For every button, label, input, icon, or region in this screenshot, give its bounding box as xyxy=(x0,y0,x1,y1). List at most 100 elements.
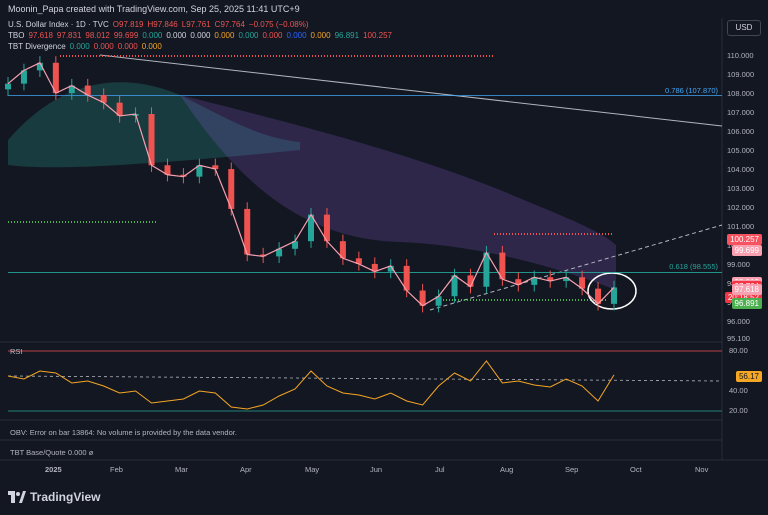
tbt-value: 0.000 xyxy=(93,42,114,51)
tbo-value: 97.831 xyxy=(56,31,82,40)
candle-body xyxy=(483,252,490,287)
tbt-value: 0.000 xyxy=(69,42,90,51)
cloud-band-green xyxy=(8,82,300,168)
tbo-label: TBO xyxy=(8,31,25,40)
candle-body xyxy=(579,277,586,289)
ohlc-high: 97.846 xyxy=(153,20,178,29)
time-tick-label: Aug xyxy=(500,465,513,474)
candle-body xyxy=(276,248,283,257)
time-tick-label: Nov xyxy=(695,465,709,474)
candle-body xyxy=(563,277,570,282)
price-tag: 97.618 xyxy=(731,284,762,296)
brand-name: TradingView xyxy=(30,490,101,504)
symbol-name[interactable]: U.S. Dollar Index · 1D · TVC xyxy=(8,20,109,29)
ohlc-close: 97.764 xyxy=(220,20,245,29)
tbt-value: 0.000 xyxy=(141,42,162,51)
brand-footer[interactable]: TradingView xyxy=(8,490,100,504)
rsi-tick-label: 80.00 xyxy=(729,346,748,355)
tbt-base-quote-value: 0.000 xyxy=(67,448,87,457)
tbo-value: 100.257 xyxy=(363,31,392,40)
candle-body xyxy=(515,279,522,285)
price-tick-label: 105.000 xyxy=(727,146,754,155)
fib-label: 0.618 (98.555) xyxy=(669,262,718,272)
tbt-row[interactable]: TBT Divergence 0.000 0.000 0.000 0.000 xyxy=(8,41,392,52)
price-tick-label: 104.000 xyxy=(727,165,754,174)
time-tick-label: Oct xyxy=(630,465,643,474)
candle-body xyxy=(467,275,474,287)
price-tick-label: 109.000 xyxy=(727,70,754,79)
tbo-value: 0.000 xyxy=(190,31,211,40)
price-tag: 20:18:52 xyxy=(724,292,762,304)
candle-body xyxy=(611,287,617,304)
obv-error-text: OBV: Error on bar 13864: No volume is pr… xyxy=(10,428,237,437)
candle-body xyxy=(180,174,187,177)
tbo-value: 0.000 xyxy=(310,31,331,40)
tbo-value: 98.012 xyxy=(85,31,110,40)
time-tick-label: Feb xyxy=(110,465,123,474)
cloud-band-purple xyxy=(180,95,616,290)
time-tick-label: Sep xyxy=(565,465,578,474)
price-tag: 99.699 xyxy=(731,244,762,256)
time-tick-label: Mar xyxy=(175,465,188,474)
price-tick-label: 103.000 xyxy=(727,184,754,193)
candle-body xyxy=(371,263,378,272)
rsi-tick-label: 40.00 xyxy=(729,386,748,395)
candle-body xyxy=(595,288,602,304)
candle-body xyxy=(148,114,155,166)
trend-line-descending xyxy=(99,54,723,127)
symbol-row[interactable]: U.S. Dollar Index · 1D · TVC O97.819 H97… xyxy=(8,20,309,29)
ohlc-open: 97.819 xyxy=(119,20,144,29)
moving-average-line xyxy=(7,61,615,307)
time-tick-label: Jul xyxy=(435,465,445,474)
candle-body xyxy=(451,275,458,297)
currency-button[interactable]: USD xyxy=(727,20,761,36)
candle-body xyxy=(132,114,139,116)
candle-body xyxy=(260,254,267,257)
candle-body xyxy=(212,165,219,170)
price-tick-label: 102.000 xyxy=(727,203,754,212)
tbt-label: TBT Divergence xyxy=(8,42,66,51)
time-tick-label: May xyxy=(305,465,319,474)
fib-label: 0.786 (107.870) xyxy=(665,85,718,95)
tbt-base-quote: TBT Base/Quote 0.000 ø xyxy=(10,448,93,457)
candle-body xyxy=(196,165,203,177)
tbo-value: 97.618 xyxy=(28,31,53,40)
candle-body xyxy=(499,252,506,280)
candle-body xyxy=(547,277,554,282)
tbt-base-quote-label: TBT Base/Quote xyxy=(10,448,66,457)
top-bar: Moonin_Papa created with TradingView.com… xyxy=(0,0,768,18)
candle-body xyxy=(531,277,538,285)
candle-body xyxy=(20,70,27,84)
tbo-value: 0.000 xyxy=(262,31,283,40)
tbo-value: 96.891 xyxy=(334,31,360,40)
rsi-label: RSI xyxy=(10,347,23,356)
candle-body xyxy=(100,95,107,103)
price-tick-label: 107.000 xyxy=(727,108,754,117)
rsi-trend-line xyxy=(7,375,723,382)
candle-body xyxy=(435,296,442,306)
candle-body xyxy=(339,241,346,259)
price-tag: 100.257 xyxy=(727,234,762,246)
candle-body xyxy=(68,85,75,94)
tbo-row[interactable]: TBO 97.618 97.831 98.012 99.699 0.000 0.… xyxy=(8,30,392,41)
price-tick-label: 108.000 xyxy=(727,89,754,98)
price-tick-label: 106.000 xyxy=(727,127,754,136)
candle-body xyxy=(5,83,11,90)
tbo-value: 0.000 xyxy=(286,31,307,40)
price-tag: 96.891 xyxy=(731,298,762,309)
candle-body xyxy=(387,265,394,272)
time-tick-label: 2025 xyxy=(45,465,62,474)
price-tick-label: 110.000 xyxy=(727,51,754,60)
candle-body xyxy=(52,62,59,94)
legend: U.S. Dollar Index · 1D · TVC O97.819 H97… xyxy=(8,19,392,52)
candle-body xyxy=(36,62,43,71)
price-tick-label: 96.000 xyxy=(727,317,750,326)
tbo-value: 0.000 xyxy=(238,31,259,40)
tradingview-logo-icon xyxy=(8,491,26,503)
highlight-circle xyxy=(587,272,637,310)
time-tick-label: Jun xyxy=(370,465,382,474)
candle-body xyxy=(419,290,426,306)
ohlc-change: −0.075 (−0.08%) xyxy=(248,20,309,29)
candle-body xyxy=(308,214,314,242)
